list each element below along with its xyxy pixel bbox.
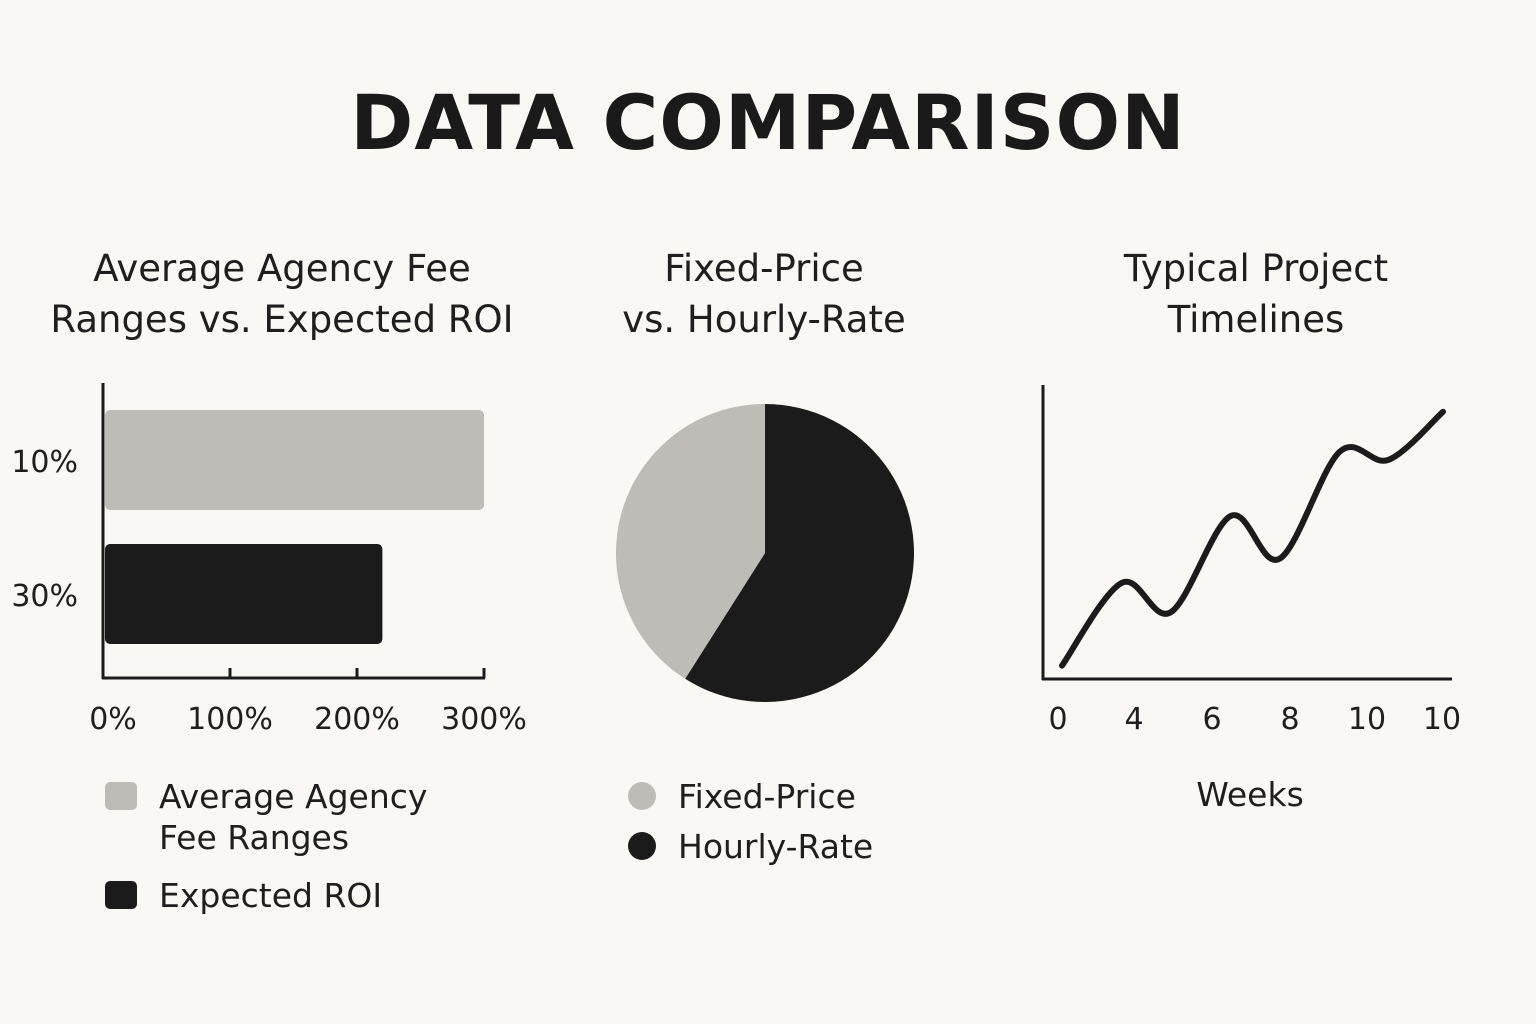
line-chart-x-tick-label: 0 bbox=[1048, 702, 1067, 737]
bar-average-agency-fee-ranges bbox=[105, 410, 484, 510]
pie-chart-title: Fixed-Price vs. Hourly-Rate bbox=[564, 243, 964, 345]
legend-label-hourly-rate: Hourly-Rate bbox=[678, 827, 874, 866]
legend-dot-dark bbox=[628, 832, 656, 860]
page-title: DATA COMPARISON bbox=[350, 78, 1186, 167]
legend-label-expected-roi: Expected ROI bbox=[159, 876, 383, 915]
bar-chart-x-tick-label: 0% bbox=[89, 702, 137, 737]
line-chart-title: Typical Project Timelines bbox=[1056, 243, 1456, 345]
legend-item-fixed-price: Fixed-Price bbox=[628, 776, 856, 817]
bar-chart-x-tick-label: 300% bbox=[441, 702, 527, 737]
line-chart-x-tick-label: 6 bbox=[1202, 702, 1221, 737]
line-chart-x-tick-label: 10 bbox=[1348, 702, 1386, 737]
legend-label-fixed-price: Fixed-Price bbox=[678, 777, 856, 816]
pie-slice-fixed-price bbox=[615, 404, 765, 679]
legend-dot-light bbox=[628, 782, 656, 810]
legend-item-average-agency-fee-ranges: Average Agency Fee Ranges bbox=[105, 776, 427, 858]
bar-chart-x-tick-label: 200% bbox=[314, 702, 400, 737]
line-chart-title-line-1: Typical Project bbox=[1123, 247, 1389, 290]
bar-chart-title-line-2: Ranges vs. Expected ROI bbox=[50, 298, 514, 341]
line-chart: 0 4 6 8 10 10 bbox=[1041, 385, 1461, 737]
line-chart-title-line-2: Timelines bbox=[1167, 298, 1345, 341]
line-chart-x-tick-label: 10 bbox=[1423, 702, 1461, 737]
bar-chart: 10% 30% 0% 100% 200% 300% bbox=[11, 383, 527, 737]
line-chart-x-tick-label: 8 bbox=[1280, 702, 1299, 737]
legend-label-average-agency-fee-ranges: Average Agency Fee Ranges bbox=[159, 777, 428, 857]
bar-expected-roi bbox=[105, 544, 383, 644]
line-chart-x-axis-title: Weeks bbox=[1196, 775, 1304, 814]
pie-chart-title-line-1: Fixed-Price bbox=[664, 247, 864, 290]
legend-swatch-dark bbox=[105, 881, 137, 909]
legend-item-expected-roi: Expected ROI bbox=[105, 875, 382, 916]
pie-chart-title-line-2: vs. Hourly-Rate bbox=[622, 298, 906, 341]
line-chart-x-tick-label: 4 bbox=[1124, 702, 1143, 737]
pie-slice-hourly-rate bbox=[685, 404, 914, 702]
pie-chart bbox=[615, 404, 914, 702]
legend-swatch-light bbox=[105, 782, 137, 810]
bar-chart-x-tick-label: 100% bbox=[187, 702, 273, 737]
bar-chart-y-tick-label: 10% bbox=[11, 445, 78, 480]
bar-chart-title: Average Agency Fee Ranges vs. Expected R… bbox=[22, 243, 542, 345]
bar-chart-y-tick-label: 30% bbox=[11, 579, 78, 614]
line-chart-series-line bbox=[1059, 408, 1446, 669]
legend-item-hourly-rate: Hourly-Rate bbox=[628, 826, 873, 867]
bar-chart-title-line-1: Average Agency Fee bbox=[93, 247, 471, 290]
